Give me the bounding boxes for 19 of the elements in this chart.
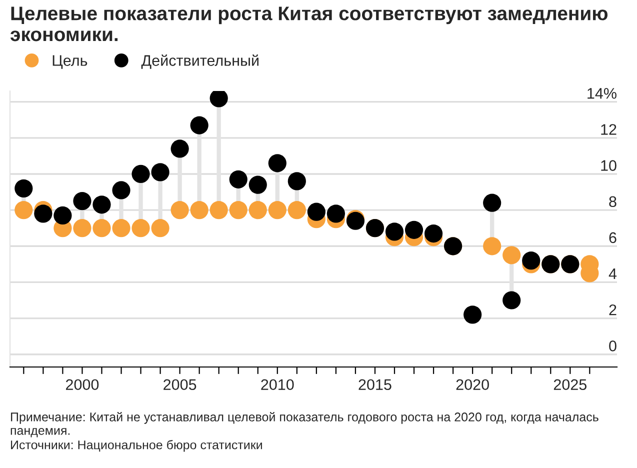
y-tick-label: 12 (601, 124, 616, 135)
x-tick-label: 2015 (358, 379, 392, 390)
x-tick-label: 2020 (456, 379, 489, 390)
legend-label: Цель (52, 55, 88, 69)
y-tick-label: 14% (588, 88, 616, 99)
y-tick-label: 6 (609, 232, 616, 244)
y-tick-label: 8 (609, 196, 616, 208)
legend-label: Действительный (141, 54, 258, 69)
x-tick-label: 2005 (164, 379, 196, 390)
text: Примечание: Китай не устанавливал целевой показатель годового роста на 2020 год, когда началась пандемия. (10, 412, 598, 438)
text: Источники: Национальное бюро статистики (11, 440, 262, 452)
y-tick-label: 2 (609, 304, 616, 316)
y-tick-label: 0 (609, 340, 616, 352)
x-tick-label: 2025 (554, 379, 587, 390)
chart-title: Целевые показатели роста Китая соответствуют замедлению экономики. (10, 6, 608, 42)
x-tick-label: 2000 (66, 379, 99, 390)
x-tick-label: 2010 (261, 379, 294, 390)
y-tick-label: 10 (601, 160, 616, 171)
y-tick-label: 4 (608, 268, 617, 280)
